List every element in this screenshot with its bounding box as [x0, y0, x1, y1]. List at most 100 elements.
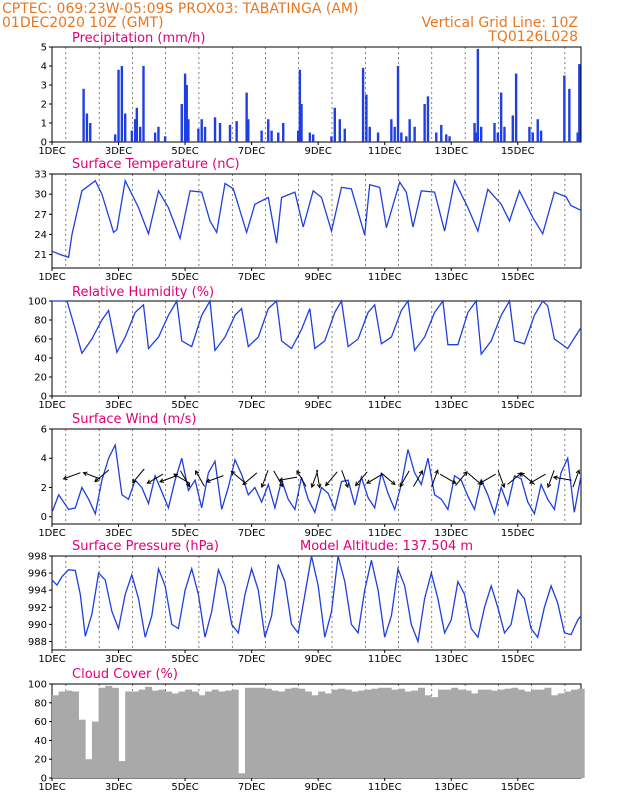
y-tick-label: 996: [28, 569, 47, 580]
precip-bar: [123, 113, 127, 142]
wind-arrow-head: [185, 482, 191, 488]
model-id: TQ0126L028: [487, 29, 578, 45]
cloud-bar: [444, 689, 452, 778]
wind-arrow: [205, 475, 224, 483]
x-tick-label: 15DEC: [501, 528, 535, 539]
x-tick-label: 11DEC: [368, 400, 402, 411]
cloud-bar: [464, 690, 472, 778]
wind-arrow-head: [159, 478, 165, 483]
station-header: CPTEC: 069:23W-05:09S PROX03: TABATINGA …: [2, 1, 358, 17]
precip-bar: [474, 132, 478, 142]
plot-frame: [51, 300, 582, 397]
x-tick-label: 11DEC: [368, 528, 402, 539]
precip-bar: [376, 132, 380, 142]
cloud-bar: [244, 687, 252, 778]
x-tick-label: 3DEC: [105, 400, 132, 411]
x-tick-label: 1DEC: [38, 272, 65, 283]
wind-arrow-shaft: [180, 470, 191, 487]
cloud-bar: [431, 697, 439, 778]
wind-arrow-head: [205, 478, 211, 483]
wind-arrow-head: [418, 469, 423, 475]
cloud-bar: [504, 688, 512, 778]
wind-arrow: [546, 470, 555, 489]
precip-bar: [228, 124, 232, 142]
wind-arrow-shaft: [439, 473, 456, 484]
wind-arrow-head: [195, 469, 200, 475]
cloud-bar: [338, 688, 346, 778]
precip-bar: [282, 123, 285, 142]
precip-bar: [499, 92, 503, 142]
y-tick-label: 30: [34, 190, 47, 201]
precip-bar: [514, 73, 518, 142]
cloud-bar: [551, 695, 559, 778]
cloud-bar: [411, 690, 419, 778]
precip-bar: [138, 126, 142, 142]
precip-bar: [197, 128, 200, 142]
precip-bar: [440, 124, 443, 142]
precip-bar: [185, 85, 188, 142]
panel-title: Precipitation (mm/h): [72, 31, 205, 46]
wind-arrow-head: [279, 482, 284, 488]
wind-arrow-head: [390, 480, 396, 486]
wind-arrow: [413, 469, 423, 487]
wind-arrow-shaft: [413, 470, 423, 487]
cloud-bar: [91, 721, 99, 778]
cloud-bar: [351, 691, 359, 778]
wind-arrow: [316, 469, 322, 489]
x-tick-label: 13DEC: [434, 654, 468, 665]
wind-arrow: [146, 473, 164, 484]
wind-arrow-head: [173, 473, 178, 478]
precip-bar: [476, 48, 480, 142]
y-tick-label: 0: [41, 392, 47, 403]
cloud-bar: [225, 690, 233, 778]
x-tick-label: 11DEC: [368, 146, 402, 157]
cloud-bar: [111, 687, 119, 778]
precip-bar: [493, 123, 496, 142]
cloud-bar: [138, 689, 146, 778]
cloud-bar: [58, 691, 66, 778]
precip-bar: [539, 130, 543, 142]
x-tick-label: 13DEC: [434, 400, 468, 411]
wind-arrow: [159, 475, 178, 483]
cloud-bar: [404, 691, 412, 778]
y-tick-label: 0: [41, 138, 47, 149]
precip-bar: [578, 64, 581, 142]
precip-bar: [390, 119, 393, 142]
precip-bar: [247, 119, 250, 142]
y-tick-label: 988: [28, 637, 47, 648]
wind-arrow-head: [230, 470, 236, 476]
cloud-bar: [384, 687, 392, 778]
precip-bar: [400, 132, 403, 142]
wind-arrow: [341, 470, 349, 489]
precip-bar: [82, 88, 85, 142]
precip-bar: [298, 69, 302, 142]
precip-bar: [448, 136, 451, 142]
precip-bar: [85, 113, 89, 142]
plot-frame: [51, 428, 582, 525]
wind-arrow-head: [325, 481, 330, 487]
series-line: [52, 298, 582, 356]
wind-arrow: [325, 471, 338, 487]
wind-arrow-head: [296, 469, 301, 475]
wind-arrow-shaft: [63, 472, 81, 480]
y-tick-label: 100: [28, 297, 47, 308]
cloud-bar: [238, 773, 246, 778]
plot-frame: [51, 173, 582, 269]
wind-arrow: [354, 471, 368, 487]
cloud-bar: [218, 691, 226, 778]
wind-arrow-head: [479, 479, 485, 484]
wind-arrow-head: [310, 483, 316, 489]
run-date: 01DEC2020 10Z (GMT): [2, 15, 164, 31]
wind-arrow-head: [500, 483, 506, 489]
panel-title: Surface Wind (m/s): [72, 412, 196, 427]
wind-arrow: [455, 470, 468, 486]
cloud-bar: [71, 691, 79, 778]
y-tick-label: 1: [41, 119, 47, 130]
series-line: [51, 442, 582, 517]
wind-arrow-shaft: [316, 469, 321, 488]
precip-bar: [277, 132, 280, 142]
panel-title: Cloud Cover (%): [72, 667, 178, 682]
precip-bar: [200, 119, 203, 142]
y-tick-label: 24: [34, 230, 47, 241]
